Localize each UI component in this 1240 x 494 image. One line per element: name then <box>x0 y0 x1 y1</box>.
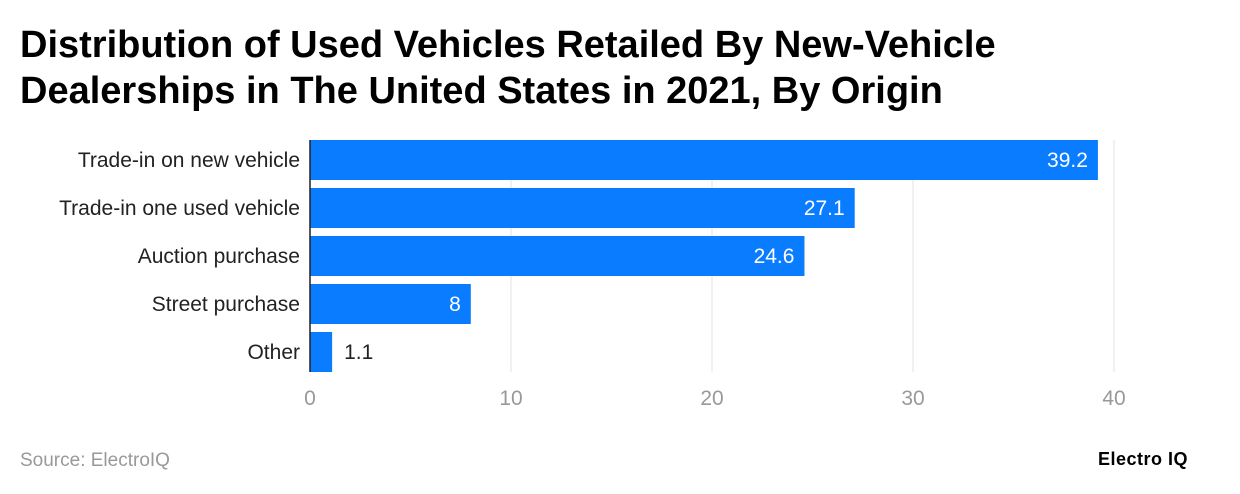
data-label: 27.1 <box>804 197 845 220</box>
category-label: Trade-in on new vehicle <box>78 149 300 172</box>
bar <box>310 284 471 324</box>
bar <box>310 140 1098 180</box>
bar <box>310 332 333 372</box>
category-label: Trade-in one used vehicle <box>59 197 300 220</box>
category-label: Auction purchase <box>138 245 300 268</box>
x-tick-label: 0 <box>304 387 316 410</box>
bar <box>310 236 805 276</box>
data-label: 8 <box>449 293 461 316</box>
source-note: Source: ElectroIQ <box>20 450 170 471</box>
x-tick-label: 40 <box>1102 387 1125 410</box>
brand-logo: Electro IQ <box>1098 449 1189 469</box>
category-label: Street purchase <box>152 293 300 316</box>
x-tick-label: 30 <box>901 387 924 410</box>
category-label: Other <box>247 341 300 364</box>
data-label: 1.1 <box>344 341 373 364</box>
x-tick-label: 20 <box>700 387 723 410</box>
data-label: 39.2 <box>1047 149 1088 172</box>
data-label: 24.6 <box>754 245 795 268</box>
x-tick-label: 10 <box>499 387 522 410</box>
bar <box>310 188 855 228</box>
chart-title: Distribution of Used Vehicles Retailed B… <box>20 24 996 112</box>
